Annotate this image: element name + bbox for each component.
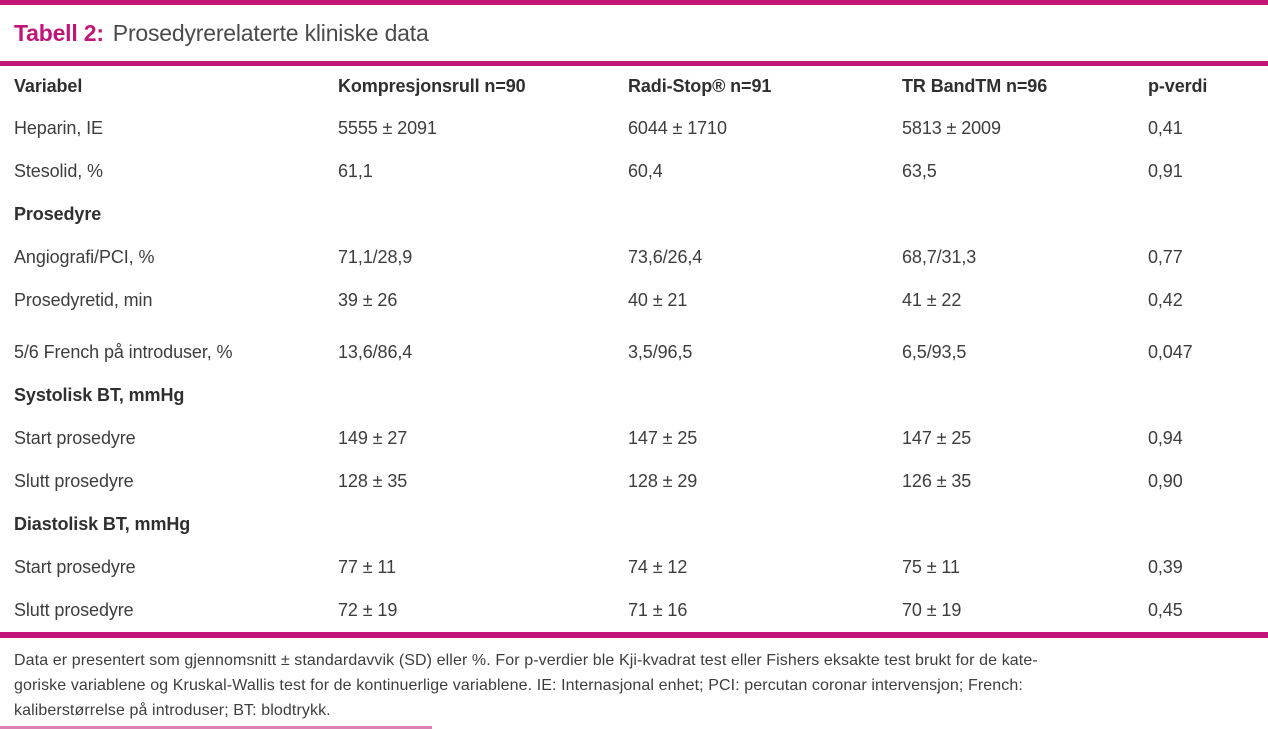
table-section-row: Prosedyre: [14, 193, 1254, 236]
cell-value: 0,77: [1148, 247, 1183, 267]
bottom-partial-rule: [0, 726, 432, 729]
column-header-p-verdi: p-verdi: [1148, 76, 1208, 96]
table-row: Start prosedyre 149 ± 27 147 ± 25 147 ± …: [14, 417, 1254, 460]
cell-value: 75 ± 11: [902, 557, 960, 577]
cell-value: 74 ± 12: [628, 557, 688, 577]
table-header-row: Variabel Kompresjonsrull n=90 Radi-Stop®…: [14, 66, 1254, 107]
table-row: Slutt prosedyre 128 ± 35 128 ± 29 126 ± …: [14, 460, 1254, 503]
cell-value: 39 ± 26: [338, 290, 398, 310]
table-footnote: Data er presentert som gjennomsnitt ± st…: [0, 638, 1268, 723]
cell-value: 0,94: [1148, 428, 1183, 448]
cell-value: 149 ± 27: [338, 428, 408, 448]
cell-value: 71 ± 16: [628, 600, 688, 620]
table-row: Start prosedyre 77 ± 11 74 ± 12 75 ± 11 …: [14, 546, 1254, 589]
cell-value: 0,42: [1148, 290, 1183, 310]
cell-value: 128 ± 29: [628, 471, 698, 491]
cell-value: 0,41: [1148, 118, 1183, 138]
cell-value: 13,6/86,4: [338, 342, 413, 362]
cell-value: 5555 ± 2091: [338, 118, 437, 138]
column-header-radi-stop: Radi-Stop® n=91: [628, 76, 772, 96]
row-label: Start prosedyre: [14, 557, 136, 577]
cell-value: 0,90: [1148, 471, 1183, 491]
table-title: Tabell 2: Prosedyrerelaterte kliniske da…: [0, 5, 1268, 61]
cell-value: 147 ± 25: [902, 428, 972, 448]
cell-value: 68,7/31,3: [902, 247, 977, 267]
cell-value: 72 ± 19: [338, 600, 398, 620]
cell-value: 73,6/26,4: [628, 247, 703, 267]
footnote-top-rule: [0, 632, 1268, 638]
row-label: Prosedyretid, min: [14, 290, 153, 310]
table-section-row: Systolisk BT, mmHg: [14, 374, 1254, 417]
row-label: 5/6 French på introduser, %: [14, 342, 233, 362]
cell-value: 0,047: [1148, 342, 1193, 362]
table-row: Prosedyretid, min 39 ± 26 40 ± 21 41 ± 2…: [14, 279, 1254, 322]
cell-value: 0,39: [1148, 557, 1183, 577]
table-row: 5/6 French på introduser, % 13,6/86,4 3,…: [14, 331, 1254, 374]
table-caption: Prosedyrerelaterte kliniske data: [112, 19, 429, 46]
column-header-kompresjonsrull: Kompresjonsrull n=90: [338, 76, 526, 96]
cell-value: 71,1/28,9: [338, 247, 413, 267]
header-top-rule: [0, 61, 1268, 66]
cell-value: 6044 ± 1710: [628, 118, 727, 138]
cell-value: 40 ± 21: [628, 290, 688, 310]
table-section-row: Diastolisk BT, mmHg: [14, 503, 1254, 546]
row-label: Heparin, IE: [14, 118, 103, 138]
cell-value: 147 ± 25: [628, 428, 698, 448]
cell-value: 5813 ± 2009: [902, 118, 1001, 138]
footnote-line: kaliberstørrelse på introduser; BT: blod…: [14, 702, 331, 719]
cell-value: 77 ± 11: [338, 557, 396, 577]
cell-value: 63,5: [902, 161, 937, 181]
cell-value: 0,91: [1148, 161, 1183, 181]
cell-value: 6,5/93,5: [902, 342, 967, 362]
cell-value: 70 ± 19: [902, 600, 962, 620]
section-label: Diastolisk BT, mmHg: [14, 514, 191, 534]
top-rule: [0, 0, 1268, 5]
cell-value: 128 ± 35: [338, 471, 408, 491]
cell-value: 41 ± 22: [902, 290, 962, 310]
footnote-line: goriske variablene og Kruskal-Wallis tes…: [14, 677, 1023, 694]
cell-value: 3,5/96,5: [628, 342, 693, 362]
clinical-data-table: Variabel Kompresjonsrull n=90 Radi-Stop®…: [0, 66, 1268, 632]
row-label: Stesolid, %: [14, 161, 103, 181]
cell-value: 0,45: [1148, 600, 1183, 620]
table-row: Slutt prosedyre 72 ± 19 71 ± 16 70 ± 19 …: [14, 589, 1254, 632]
table-row: Angiografi/PCI, % 71,1/28,9 73,6/26,4 68…: [14, 236, 1254, 279]
section-label: Prosedyre: [14, 204, 102, 224]
row-label: Start prosedyre: [14, 428, 136, 448]
cell-value: 60,4: [628, 161, 663, 181]
row-label: Slutt prosedyre: [14, 471, 134, 491]
table-row: Stesolid, % 61,1 60,4 63,5 0,91: [14, 150, 1254, 193]
table-row: Heparin, IE 5555 ± 2091 6044 ± 1710 5813…: [14, 107, 1254, 150]
footnote-line: Data er presentert som gjennomsnitt ± st…: [14, 652, 1038, 669]
column-header-tr-band: TR BandTM n=96: [902, 76, 1048, 96]
cell-value: 126 ± 35: [902, 471, 972, 491]
cell-value: 61,1: [338, 161, 373, 181]
table-number-label: Tabell 2:: [14, 19, 104, 46]
row-label: Slutt prosedyre: [14, 600, 134, 620]
section-label: Systolisk BT, mmHg: [14, 385, 185, 405]
row-label: Angiografi/PCI, %: [14, 247, 155, 267]
column-header-variabel: Variabel: [14, 76, 83, 96]
